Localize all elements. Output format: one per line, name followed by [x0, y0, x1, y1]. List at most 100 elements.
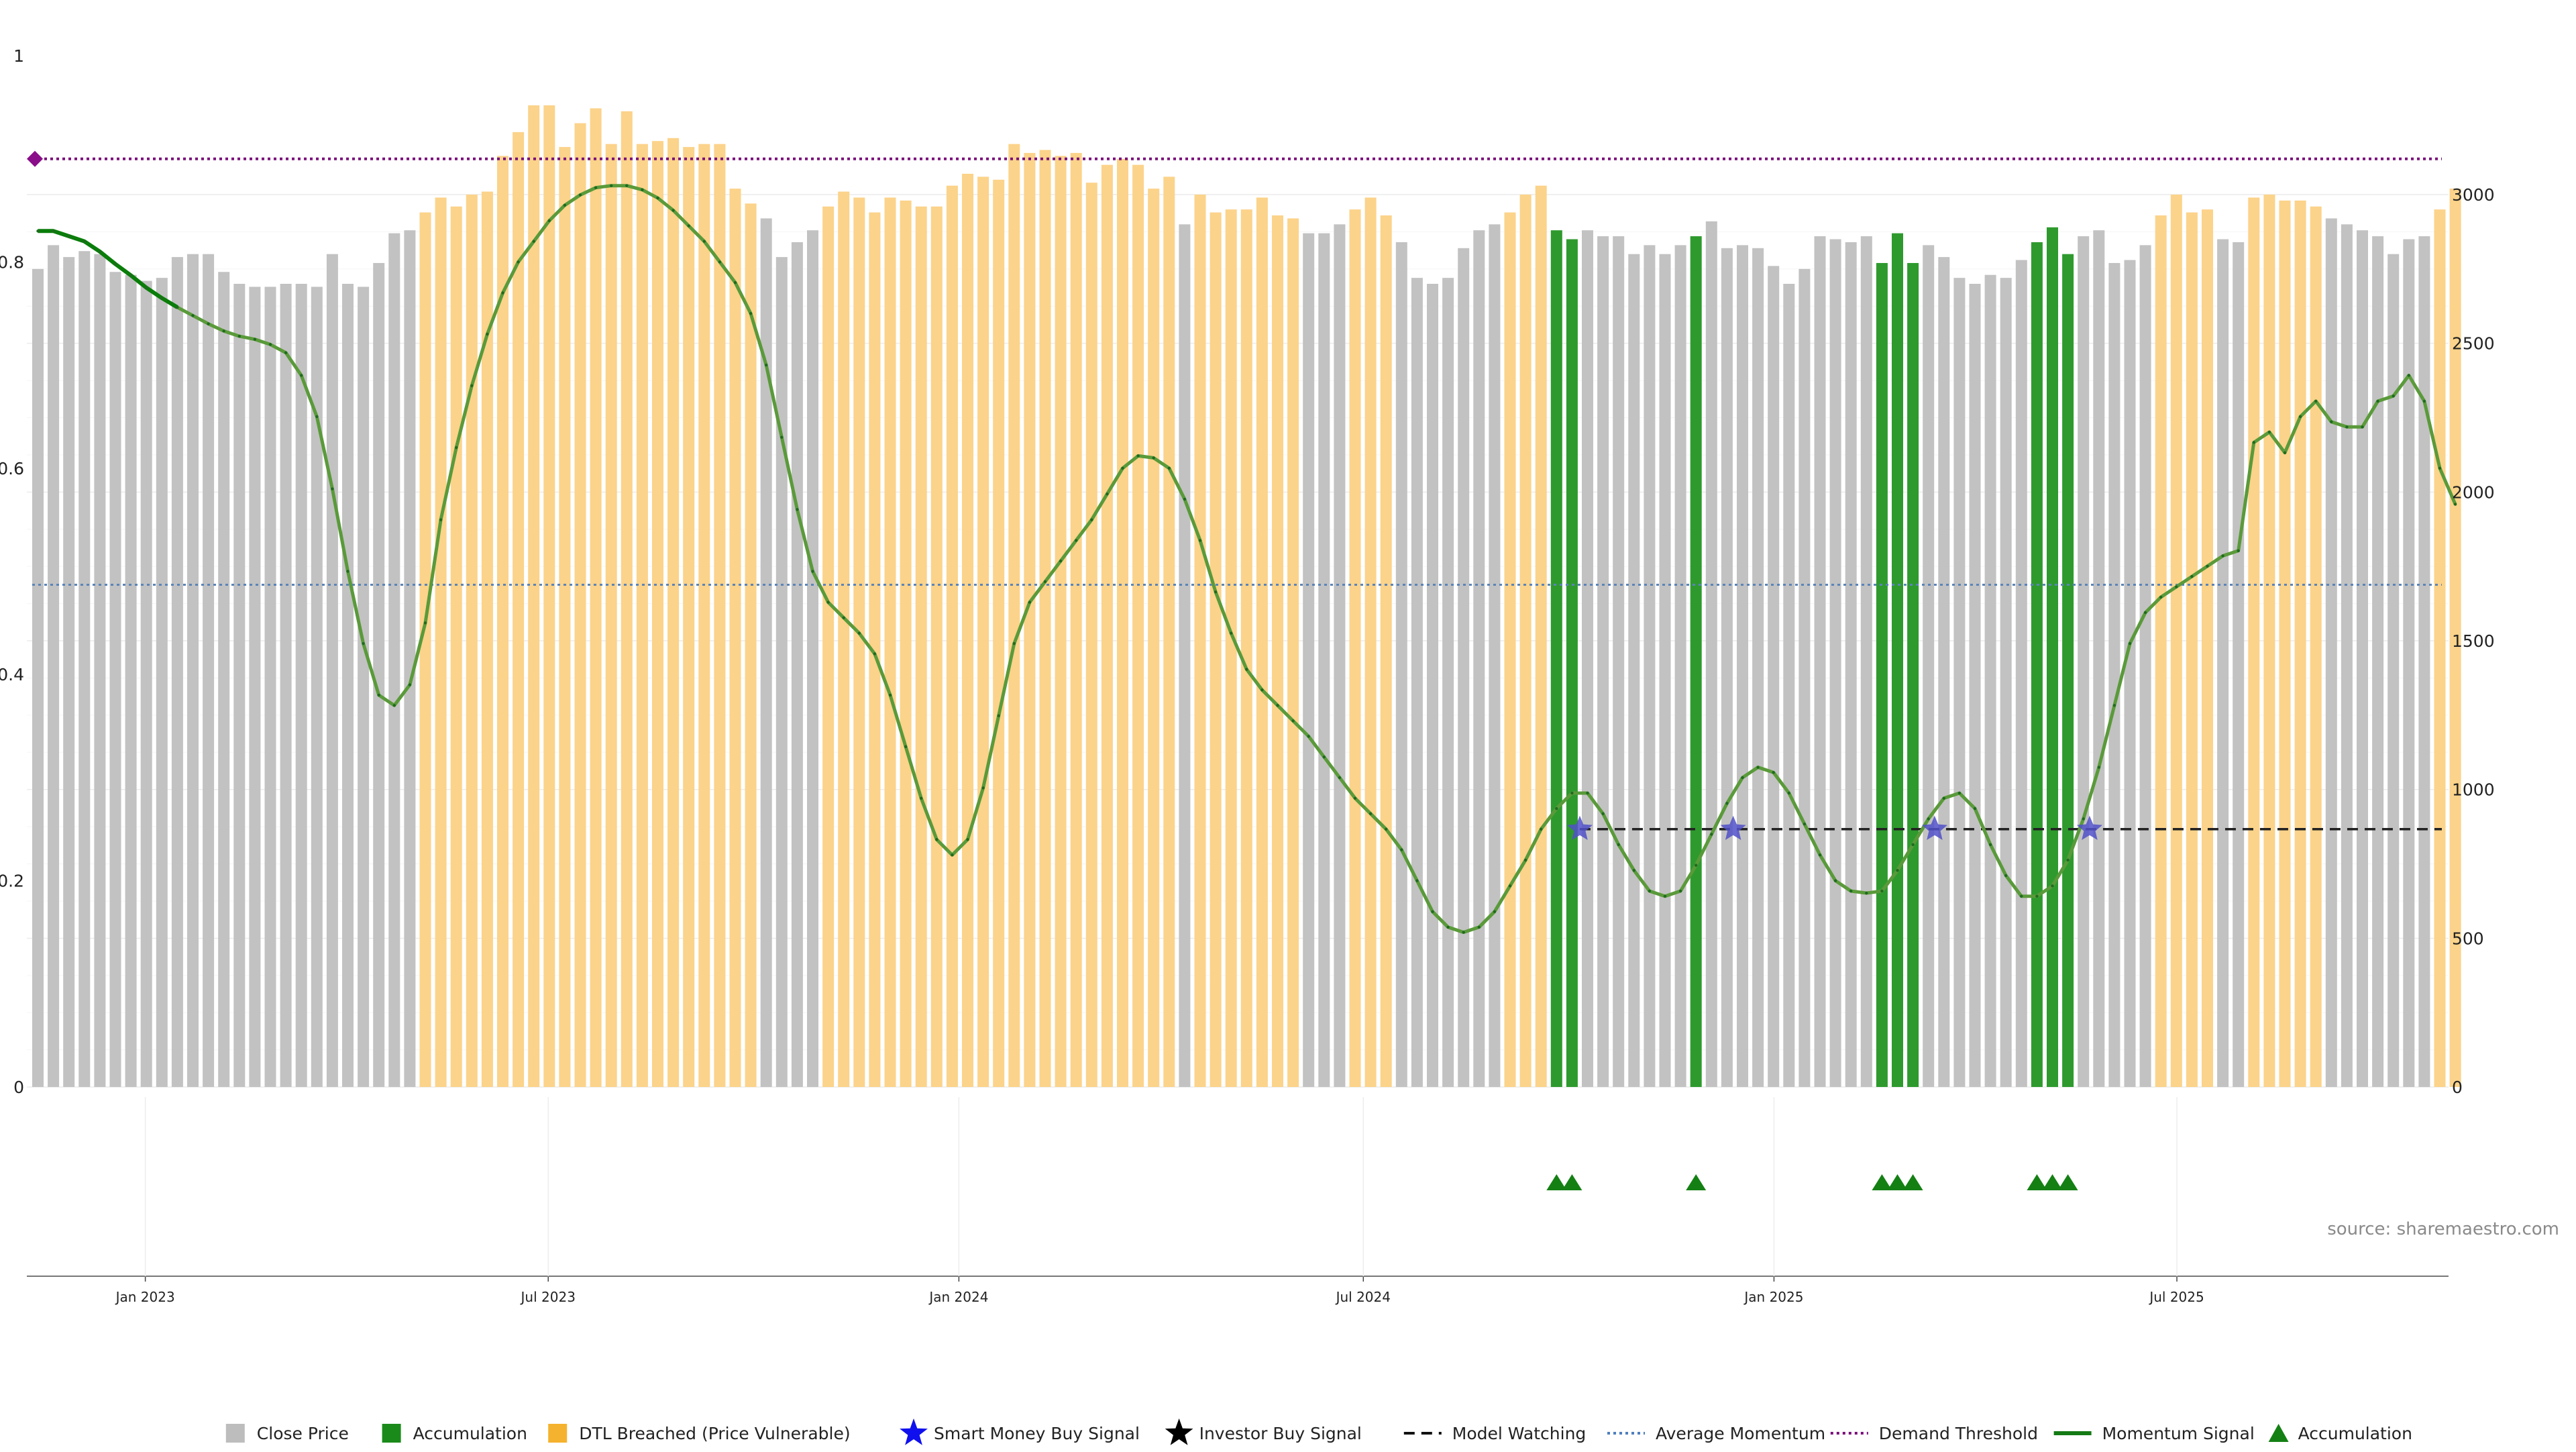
- legend-label: Momentum Signal: [2102, 1424, 2255, 1443]
- legend-swatch: [225, 1424, 245, 1443]
- price-bar: [1674, 245, 1686, 1087]
- momentum-point: [1772, 771, 1775, 774]
- momentum-point: [1988, 843, 1992, 847]
- price-bar: [977, 176, 989, 1087]
- price-bar: [1318, 233, 1330, 1088]
- momentum-point: [1431, 910, 1434, 913]
- momentum-point: [1043, 580, 1047, 584]
- momentum-point: [1678, 889, 1682, 893]
- price-bar: [419, 212, 431, 1088]
- legend-item-dtl: DTL Breached (Price Vulnerable): [548, 1424, 851, 1443]
- momentum-point: [315, 415, 319, 419]
- price-bar: [1938, 257, 1950, 1088]
- momentum-point: [408, 683, 412, 686]
- momentum-point: [2051, 884, 2054, 888]
- price-bar: [1953, 278, 1966, 1088]
- price-bar: [1085, 183, 1097, 1088]
- momentum-point: [160, 296, 164, 300]
- smart-money-buy-star: [1720, 815, 1746, 840]
- momentum-point: [284, 351, 288, 354]
- price-bar: [1860, 236, 1872, 1088]
- momentum-point: [1090, 518, 1093, 521]
- momentum-point: [594, 186, 598, 189]
- price-bar: [1799, 268, 1811, 1087]
- momentum-point: [486, 332, 489, 336]
- price-bar: [1364, 197, 1377, 1087]
- momentum-point: [904, 745, 908, 748]
- momentum-point: [1121, 466, 1124, 470]
- price-bar: [1349, 209, 1361, 1088]
- right-axis-tick: 1000: [2452, 780, 2495, 800]
- price-bar: [2449, 189, 2461, 1088]
- price-bar: [2279, 200, 2291, 1087]
- price-bar: [1984, 274, 1996, 1088]
- momentum-point: [873, 652, 877, 656]
- price-bar: [1644, 245, 1656, 1087]
- price-bar: [2202, 209, 2213, 1088]
- price-bar: [63, 257, 75, 1088]
- price-bar: [1117, 158, 1128, 1087]
- momentum-point: [300, 374, 303, 377]
- price-bar: [1427, 284, 1438, 1087]
- momentum-point: [2221, 554, 2224, 558]
- price-bar: [1194, 195, 1206, 1087]
- price-bar: [94, 254, 106, 1088]
- momentum-signal-head: [38, 229, 178, 309]
- momentum-point: [1075, 539, 1078, 542]
- price-bar: [1519, 195, 1532, 1087]
- price-bar: [280, 284, 292, 1087]
- price-bar: [559, 147, 571, 1088]
- momentum-point: [346, 570, 350, 573]
- price-bar: [993, 179, 1005, 1087]
- price-bar: [775, 257, 788, 1088]
- price-bar: [1148, 189, 1160, 1088]
- price-bar: [2186, 212, 2198, 1088]
- momentum-point: [377, 693, 380, 697]
- price-bar: [1256, 197, 1268, 1087]
- momentum-point: [1957, 791, 1962, 795]
- momentum-point: [1601, 812, 1605, 815]
- price-bar: [745, 203, 757, 1087]
- lower-panel: [144, 1097, 2178, 1276]
- price-bar: [125, 274, 137, 1088]
- momentum-point: [765, 363, 768, 367]
- momentum-point: [2004, 874, 2008, 878]
- momentum-point: [780, 435, 784, 439]
- momentum-point: [625, 184, 629, 187]
- legend-item-watch: Model Watching: [1403, 1424, 1586, 1443]
- price-bar: [590, 108, 602, 1087]
- price-bar: [683, 147, 695, 1088]
- price-bar: [2217, 239, 2229, 1087]
- momentum-point: [1415, 879, 1419, 882]
- price-bar: [1240, 209, 1252, 1088]
- momentum-point: [52, 229, 55, 233]
- momentum-point: [1508, 884, 1512, 888]
- momentum-point: [1648, 889, 1652, 893]
- momentum-point: [1540, 827, 1543, 831]
- momentum-signal-line: [36, 184, 2457, 934]
- price-bar: [2078, 236, 2090, 1088]
- accumulation-triangle: [1872, 1174, 1892, 1190]
- momentum-point: [1400, 848, 1403, 851]
- momentum-point: [1911, 843, 1915, 847]
- momentum-point: [1028, 601, 1032, 604]
- momentum-point: [392, 704, 396, 707]
- price-bar: [1768, 266, 1780, 1087]
- momentum-point: [1183, 497, 1187, 501]
- price-bar: [32, 268, 44, 1087]
- price-bar: [528, 105, 540, 1087]
- momentum-point: [1059, 559, 1063, 563]
- momentum-point: [1230, 631, 1233, 635]
- price-bar: [1814, 236, 1826, 1088]
- price-bar: [2403, 239, 2415, 1087]
- price-bar: [1070, 152, 1082, 1087]
- price-bar: [2310, 206, 2322, 1087]
- momentum-point: [1214, 590, 1218, 594]
- momentum-point: [1136, 454, 1140, 458]
- price-bar: [1892, 233, 1903, 1088]
- momentum-point: [1803, 822, 1807, 826]
- momentum-point: [1725, 802, 1729, 805]
- momentum-point: [672, 209, 675, 212]
- accumulation-triangle: [1686, 1174, 1707, 1190]
- momentum-point: [2283, 451, 2287, 454]
